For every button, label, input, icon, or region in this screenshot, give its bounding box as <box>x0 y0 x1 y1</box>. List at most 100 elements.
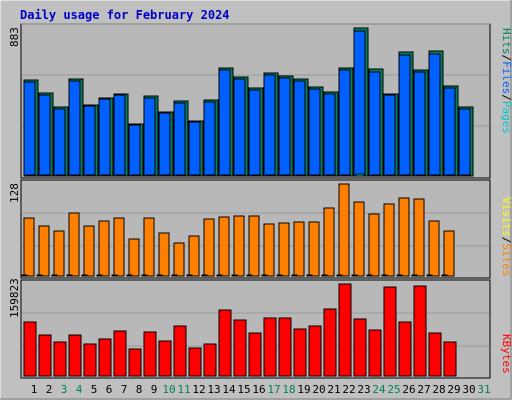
kbytes-max-label: 159823 <box>8 278 21 318</box>
hits-pages-bar-day-8 <box>130 174 140 177</box>
hits-files-bar-day-24 <box>368 71 381 177</box>
sites-visits-bar-day-21 <box>323 207 335 277</box>
sites-sites-bar-day-8 <box>126 274 133 277</box>
hits-files-bar-day-5 <box>83 105 96 177</box>
kbytes-kbytes-bar-day-1 <box>23 321 37 377</box>
day-label-12: 12 <box>192 383 205 396</box>
sites-side-label: Visits/Sites <box>500 197 512 277</box>
kbytes-kbytes-bar-day-16 <box>248 332 262 377</box>
kbytes-kbytes-bar-day-29 <box>443 341 457 377</box>
sites-visits-bar-day-18 <box>278 222 290 277</box>
hits-files-bar-day-22 <box>338 69 351 177</box>
sites-visits-bar-day-1 <box>23 217 35 277</box>
day-label-26: 26 <box>402 383 415 396</box>
kbytes-kbytes-bar-day-22 <box>338 283 352 377</box>
side-label-slash-3: / <box>500 237 512 244</box>
sites-sites-bar-day-5 <box>81 274 88 277</box>
hits-files-bar-day-14 <box>218 69 231 177</box>
day-label-24: 24 <box>372 383 386 396</box>
hits-pages-bar-day-5 <box>85 174 95 177</box>
sites-visits-bar-day-5 <box>83 225 95 277</box>
sites-visits-bar-day-19 <box>293 221 305 277</box>
hits-pages-bar-day-2 <box>40 174 50 177</box>
day-label-17: 17 <box>267 383 280 396</box>
sites-sites-bar-day-2 <box>36 274 43 277</box>
kbytes-kbytes-bar-day-13 <box>203 343 217 377</box>
hits-files-bar-day-26 <box>398 54 411 177</box>
day-label-8: 8 <box>136 383 143 396</box>
sites-visits-bar-day-4 <box>68 212 80 277</box>
hits-pages-bar-day-24 <box>370 174 380 177</box>
sites-sites-bar-day-24 <box>366 274 373 277</box>
side-label-files: Files <box>500 61 512 94</box>
day-label-23: 23 <box>357 383 370 396</box>
sites-visits-bar-day-27 <box>413 198 425 277</box>
sites-visits-bar-day-26 <box>398 197 410 277</box>
hits-files-bar-day-18 <box>278 77 291 177</box>
sites-visits-bar-day-23 <box>353 201 365 277</box>
hits-files-bar-day-19 <box>293 80 306 177</box>
day-label-4: 4 <box>76 383 83 396</box>
day-label-19: 19 <box>297 383 310 396</box>
side-label-kbytes: KBytes <box>500 334 512 374</box>
day-label-15: 15 <box>237 383 250 396</box>
hits-max-label: 883 <box>8 27 21 47</box>
kbytes-kbytes-bar-day-5 <box>83 343 97 377</box>
hits-files-bar-day-3 <box>53 108 66 177</box>
kbytes-kbytes-bar-day-8 <box>128 348 142 377</box>
hits-pages-bar-day-17 <box>265 174 275 177</box>
day-label-5: 5 <box>91 383 98 396</box>
hits-files-bar-day-27 <box>413 71 426 177</box>
day-label-18: 18 <box>282 383 295 396</box>
hits-pages-bar-day-6 <box>100 174 110 177</box>
hits-pages-bar-day-7 <box>115 174 125 177</box>
hits-files-bar-day-10 <box>158 112 171 177</box>
hits-pages-bar-day-14 <box>220 174 230 177</box>
day-label-22: 22 <box>342 383 355 396</box>
sites-visits-bar-day-14 <box>218 216 230 277</box>
hits-pages-bar-day-9 <box>145 174 155 177</box>
sites-visits-bar-day-28 <box>428 220 440 277</box>
hits-files-bar-day-16 <box>248 89 261 177</box>
hits-pages-bar-day-3 <box>55 174 65 177</box>
kbytes-kbytes-bar-day-20 <box>308 325 322 377</box>
hits-files-bar-day-12 <box>188 121 201 177</box>
hits-files-bar-day-29 <box>443 87 456 177</box>
bar-layer <box>21 27 474 377</box>
hits-files-bar-day-4 <box>68 80 81 177</box>
kbytes-kbytes-bar-day-9 <box>143 331 157 377</box>
side-label-hits: Hits <box>500 28 512 55</box>
hits-pages-bar-day-27 <box>415 174 425 177</box>
day-label-3: 3 <box>61 383 68 396</box>
sites-sites-bar-day-21 <box>321 274 328 277</box>
kbytes-kbytes-bar-day-23 <box>353 318 367 377</box>
sites-sites-bar-day-7 <box>111 274 118 277</box>
kbytes-kbytes-bar-day-27 <box>413 285 427 377</box>
sites-sites-bar-day-27 <box>411 274 418 277</box>
day-label-10: 10 <box>162 383 175 396</box>
day-label-7: 7 <box>121 383 128 396</box>
sites-visits-bar-day-6 <box>98 220 110 277</box>
hits-files-bar-day-15 <box>233 78 246 177</box>
day-label-2: 2 <box>46 383 53 396</box>
hits-files-bar-day-7 <box>113 94 126 177</box>
sites-sites-bar-day-11 <box>171 274 178 277</box>
sites-sites-bar-day-25 <box>381 274 388 277</box>
hits-files-bar-day-8 <box>128 124 141 177</box>
hits-pages-bar-day-29 <box>445 174 455 177</box>
sites-sites-bar-day-12 <box>186 274 193 277</box>
hits-files-bar-day-2 <box>38 94 51 177</box>
kbytes-kbytes-bar-day-12 <box>188 347 202 377</box>
hits-pages-bar-day-22 <box>340 174 350 177</box>
sites-visits-bar-day-25 <box>383 203 395 277</box>
sites-visits-bar-day-13 <box>203 218 215 277</box>
sites-visits-bar-day-16 <box>248 215 260 277</box>
chart-title: Daily usage for February 2024 <box>20 8 230 22</box>
kbytes-kbytes-bar-day-25 <box>383 286 397 377</box>
sites-sites-bar-day-15 <box>231 274 238 277</box>
kbytes-kbytes-bar-day-17 <box>263 317 277 377</box>
sites-sites-bar-day-1 <box>21 274 28 277</box>
sites-sites-bar-day-17 <box>261 274 268 277</box>
hits-pages-bar-day-16 <box>250 174 260 177</box>
